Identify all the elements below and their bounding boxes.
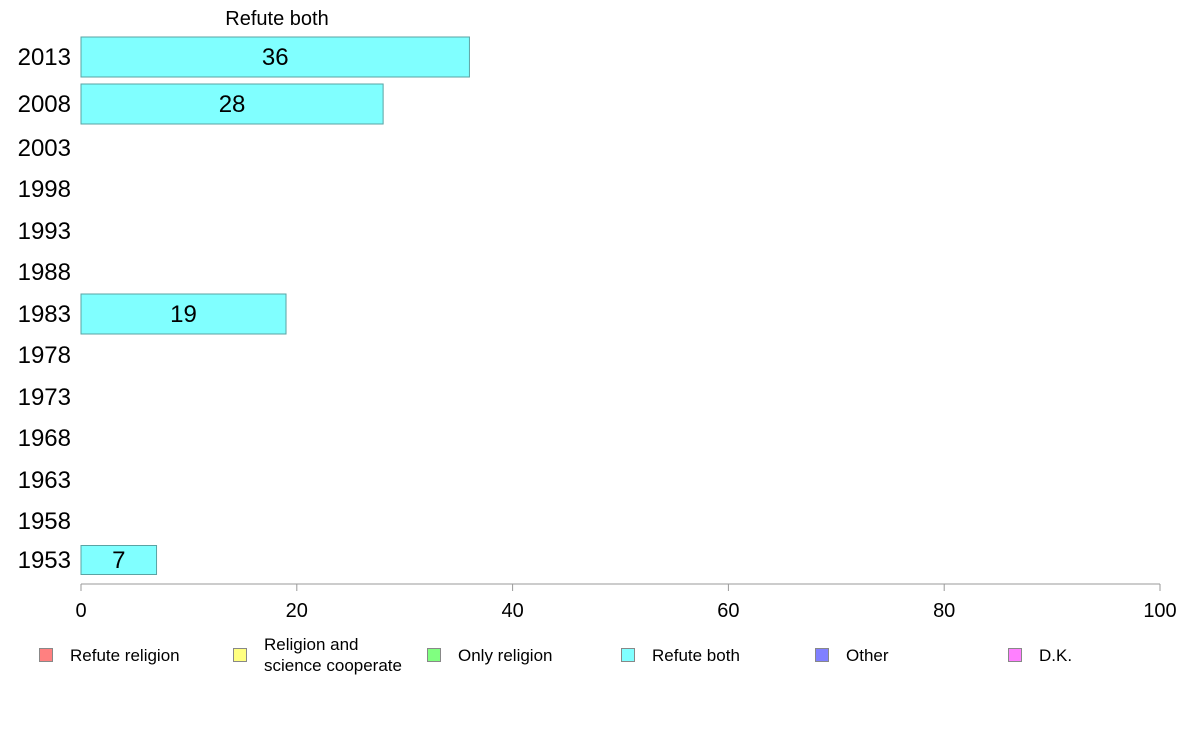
legend-swatch xyxy=(233,648,247,662)
legend-label: D.K. xyxy=(1039,645,1073,665)
legend-swatch xyxy=(427,648,441,662)
x-axis: 0 20 40 60 80 100 xyxy=(75,583,1177,622)
bar-1983 xyxy=(80,293,287,335)
year-label-1968: 1968 xyxy=(18,425,71,452)
bars-group: 36 28 19 7 xyxy=(80,36,470,575)
year-label-1963: 1963 xyxy=(18,467,71,494)
legend-label: Other xyxy=(846,645,889,665)
x-tick-label-60: 60 xyxy=(717,600,739,622)
year-label-2008: 2008 xyxy=(18,91,71,118)
legend-label: Refute religion xyxy=(70,645,180,665)
legend-swatch xyxy=(39,648,53,662)
legend-swatch xyxy=(815,648,829,662)
bar-2013 xyxy=(80,36,470,78)
legend-item-refute-religion: Refute religion xyxy=(39,632,180,678)
legend-swatch xyxy=(621,648,635,662)
legend-item-refute-both: Refute both xyxy=(621,632,740,678)
legend-label: Only religion xyxy=(458,645,553,665)
legend-item-d-k: D.K. xyxy=(1008,632,1072,678)
year-label-1988: 1988 xyxy=(18,259,71,286)
legend-item-other: Other xyxy=(815,632,889,678)
x-tick-label-100: 100 xyxy=(1143,600,1176,622)
bar-1953 xyxy=(80,545,158,575)
bar-value-label-2013: 36 xyxy=(262,44,289,71)
bar-2008 xyxy=(80,83,384,125)
legend-label: Refute both xyxy=(652,645,740,665)
x-tick-label-0: 0 xyxy=(75,600,86,622)
year-label-1978: 1978 xyxy=(18,342,71,369)
legend-item-only-religion: Only religion xyxy=(427,632,553,678)
year-label-1973: 1973 xyxy=(18,384,71,411)
year-label-2013: 2013 xyxy=(18,44,71,71)
x-tick-label-40: 40 xyxy=(501,600,523,622)
legend-label: Religion and science cooperate xyxy=(264,635,402,675)
year-label-2003: 2003 xyxy=(18,135,71,162)
legend-item-religion-and-science-cooperate: Religion and science cooperate xyxy=(233,632,402,678)
x-tick-label-20: 20 xyxy=(286,600,308,622)
year-label-1983: 1983 xyxy=(18,301,71,328)
chart-title: Refute both xyxy=(225,8,328,30)
year-label-1953: 1953 xyxy=(18,547,71,574)
bar-value-label-1983: 19 xyxy=(170,301,197,328)
bar-chart: Refute both 36 28 19 7 2013 2008 2003 1998 1993… xyxy=(18,8,1177,622)
year-label-1993: 1993 xyxy=(18,218,71,245)
legend: Refute religion Religion and science coope… xyxy=(0,632,1188,682)
year-label-1958: 1958 xyxy=(18,508,71,535)
legend-swatch xyxy=(1008,648,1022,662)
year-label-1998: 1998 xyxy=(18,176,71,203)
bar-value-label-1953: 7 xyxy=(112,547,125,574)
bar-value-label-2008: 28 xyxy=(219,91,246,118)
year-labels-group: 2013 2008 2003 1998 1993 1988 1983 1978 1973 1968… xyxy=(18,44,71,574)
x-tick-label-80: 80 xyxy=(933,600,955,622)
